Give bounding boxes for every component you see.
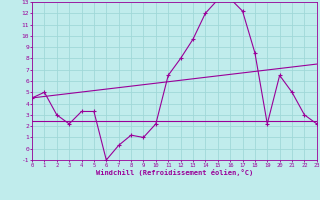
- X-axis label: Windchill (Refroidissement éolien,°C): Windchill (Refroidissement éolien,°C): [96, 169, 253, 176]
